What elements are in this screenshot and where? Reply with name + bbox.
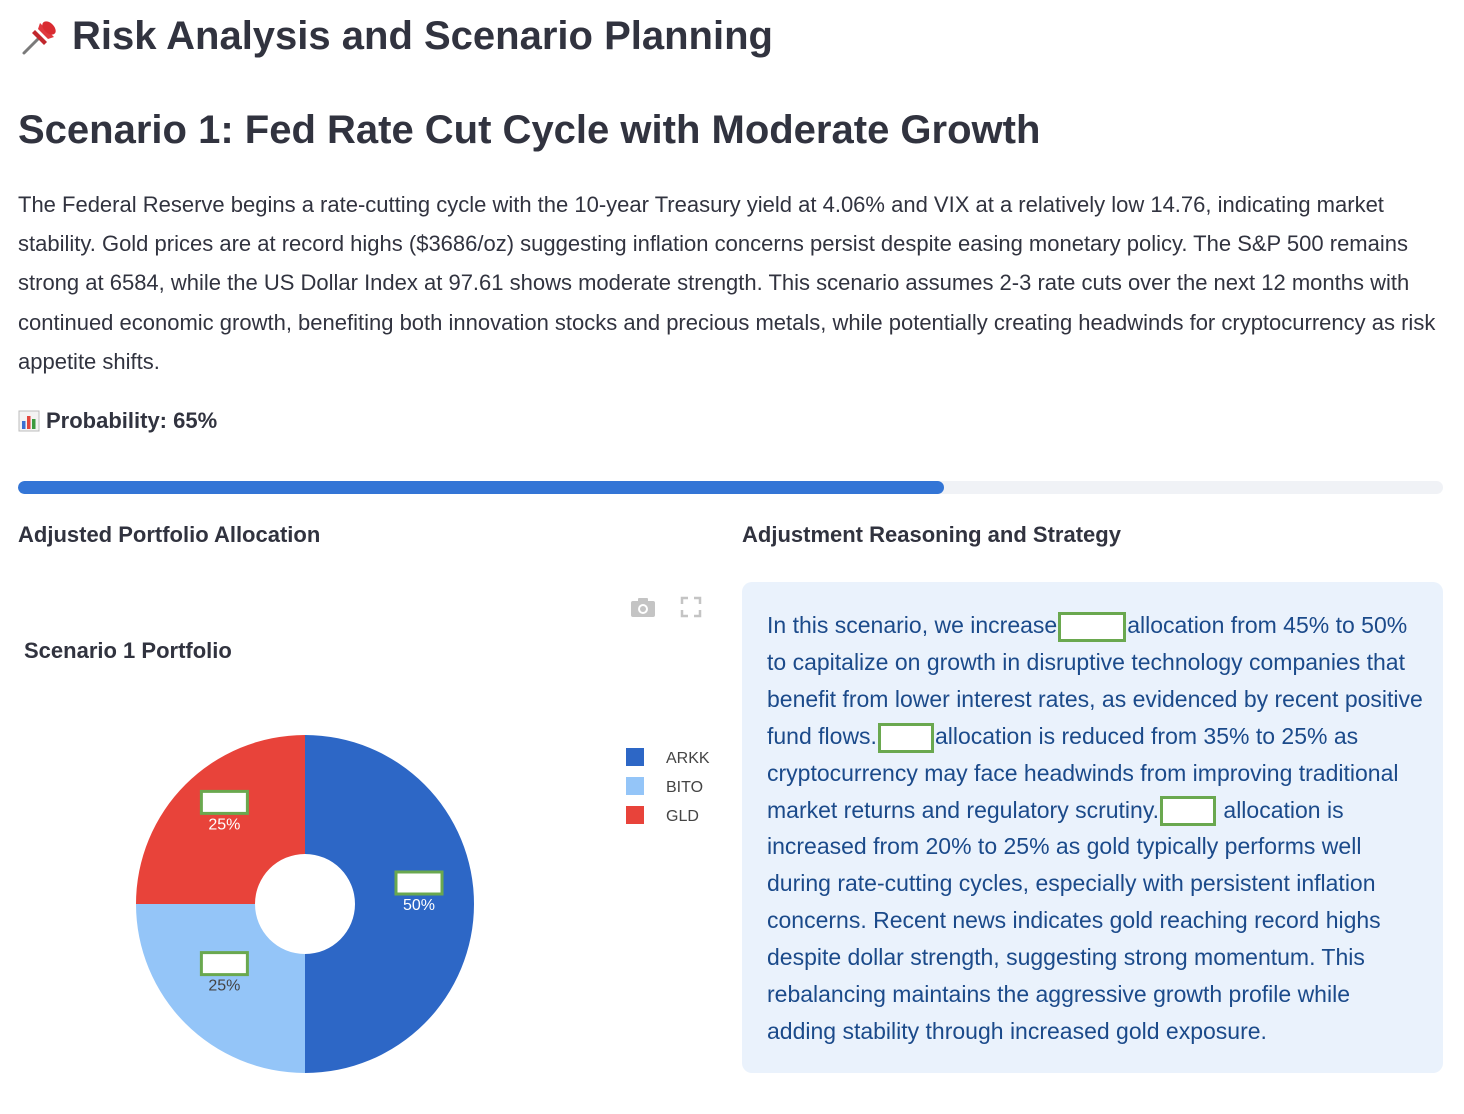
probability-progress-bar <box>18 481 1443 494</box>
chart-legend: ARKK BITO GLD <box>626 748 710 825</box>
allocation-heading: Adjusted Portfolio Allocation <box>18 522 321 547</box>
camera-icon[interactable] <box>630 594 656 620</box>
strategy-part-3: allocation is reduced from 35% to 25% as… <box>767 722 1399 823</box>
redacted-ticker-box <box>877 722 934 753</box>
legend-label-bito[interactable]: BITO <box>666 779 703 796</box>
portfolio-pie-chart: Scenario 1 Portfolio 50% 25% 25% ARKK BITO G… <box>24 638 710 1073</box>
pie-slice-arkk[interactable] <box>305 735 474 1073</box>
page-title-text: Risk Analysis and Scenario Planning <box>72 14 773 58</box>
redacted-label-box <box>199 951 249 977</box>
scenario-description: The Federal Reserve begins a rate-cuttin… <box>18 192 1436 374</box>
redacted-label-box <box>199 789 249 815</box>
slice-percent-label: 25% <box>208 978 240 995</box>
legend-label-gld[interactable]: GLD <box>666 808 699 825</box>
strategy-part-1: In this scenario, we increase <box>767 612 1058 638</box>
strategy-box: In this scenario, we increase allocation … <box>742 582 1443 1073</box>
bar-chart-icon <box>18 410 40 432</box>
slice-percent-label: 50% <box>403 897 435 914</box>
pushpin-icon <box>18 15 62 59</box>
scenario-title: Scenario 1: Fed Rate Cut Cycle with Mode… <box>18 108 1041 152</box>
strategy-part-2: allocation from 45% to 50% to capitalize… <box>767 612 1423 749</box>
pie-slice-bito[interactable] <box>136 904 305 1073</box>
legend-label-arkk[interactable]: ARKK <box>666 750 710 767</box>
pie-slice-gld[interactable] <box>136 735 305 904</box>
page-title: Risk Analysis and Scenario Planning <box>18 14 773 59</box>
probability-text: Probability: 65% <box>46 408 218 433</box>
chart-toolbar <box>630 594 704 620</box>
progress-fill <box>18 481 945 494</box>
legend-swatch-arkk[interactable] <box>626 748 644 766</box>
chart-title: Scenario 1 Portfolio <box>24 638 232 663</box>
strategy-part-4: allocation is increased from 20% to 25% … <box>767 796 1381 1044</box>
redacted-ticker-box <box>1160 796 1217 827</box>
fullscreen-icon[interactable] <box>678 594 704 620</box>
redacted-label-box <box>394 870 444 896</box>
strategy-heading: Adjustment Reasoning and Strategy <box>742 522 1121 547</box>
strategy-text: In this scenario, we increase allocation … <box>767 607 1423 1050</box>
legend-swatch-gld[interactable] <box>626 806 644 824</box>
slice-percent-label: 25% <box>208 816 240 833</box>
legend-swatch-bito[interactable] <box>626 777 644 795</box>
redacted-ticker-box <box>1058 611 1127 642</box>
pie-slices: 50% 25% 25% <box>136 735 474 1073</box>
probability-label: Probability: 65% <box>18 408 217 434</box>
